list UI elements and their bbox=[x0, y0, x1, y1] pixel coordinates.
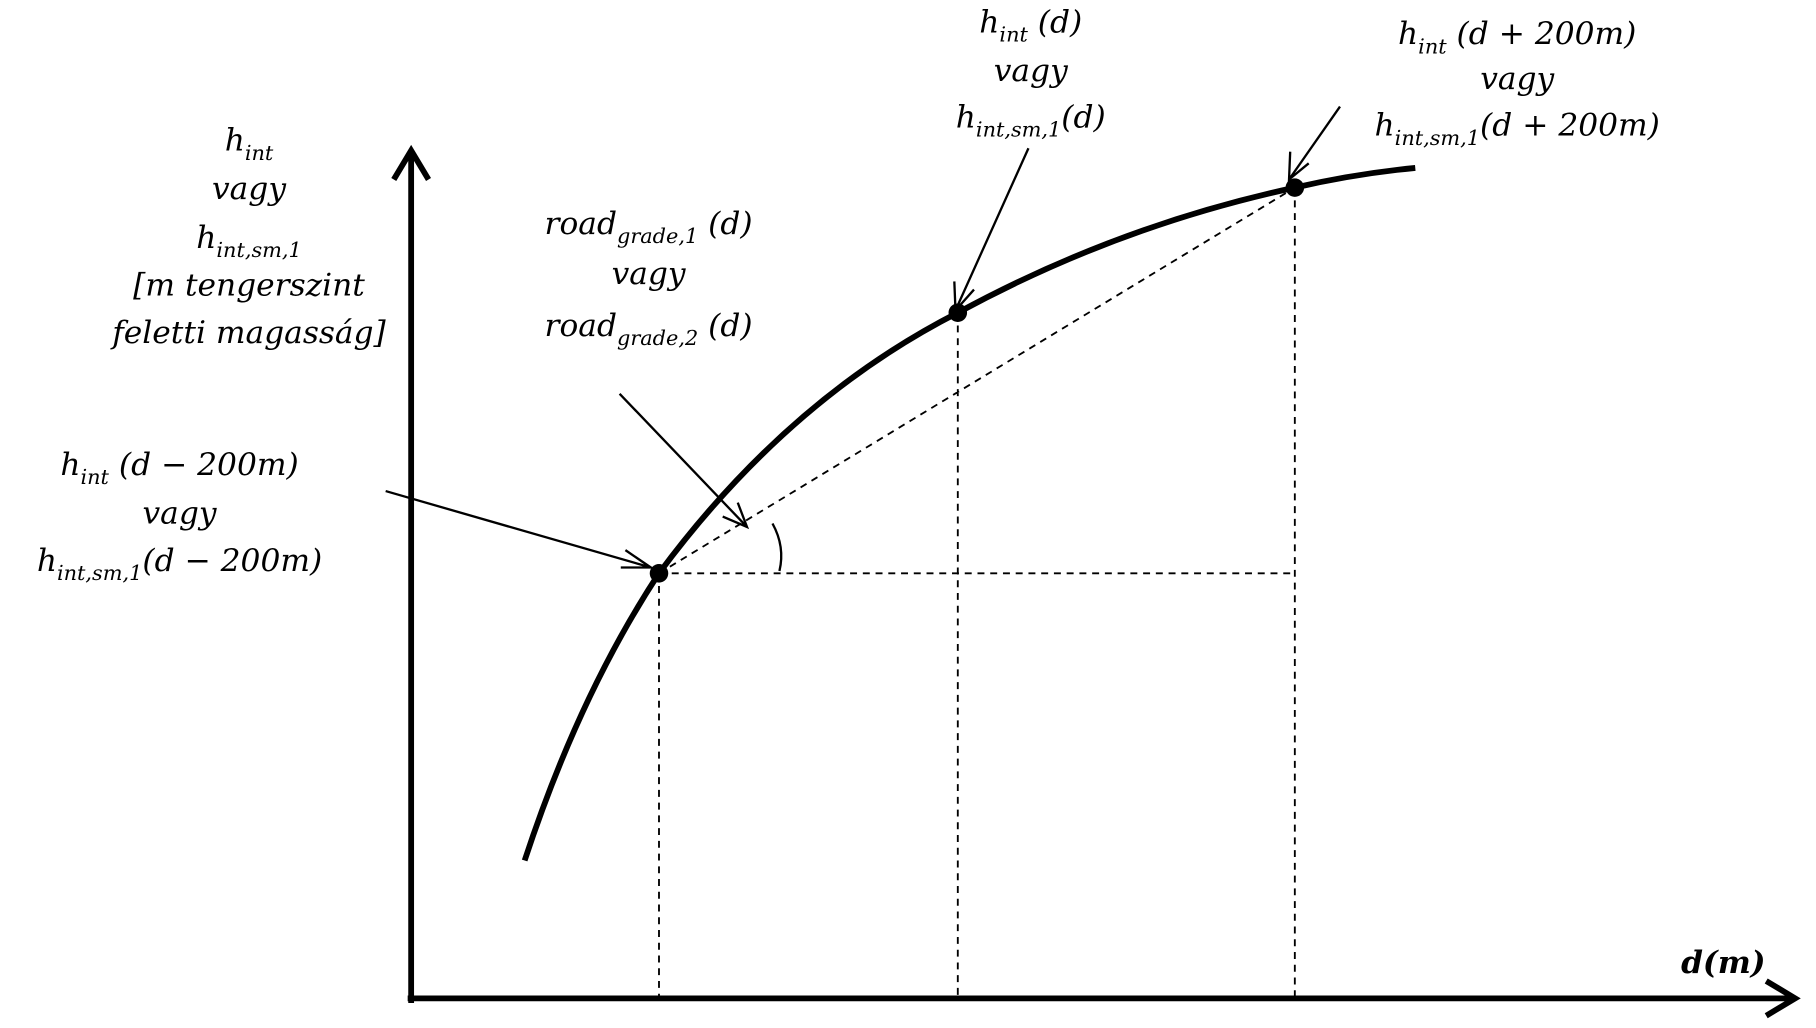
label-sub: int,sm,1 bbox=[976, 118, 1061, 142]
label-line: hint (d − 200m) bbox=[60, 447, 298, 489]
label-base: road bbox=[545, 206, 617, 242]
label-rest: (d + 200m) bbox=[1447, 16, 1637, 52]
label-line: vagy bbox=[1480, 61, 1554, 97]
points bbox=[649, 178, 1305, 583]
label-sub: int bbox=[1418, 34, 1447, 58]
label-rest: (d) bbox=[698, 206, 752, 242]
label-rest: (d) bbox=[698, 308, 752, 344]
angle-arc bbox=[771, 522, 783, 572]
label-sub: grade,2 bbox=[617, 326, 698, 350]
label-base: vagy bbox=[143, 495, 217, 531]
label-line: hint,sm,1(d + 200m) bbox=[1375, 108, 1660, 150]
label-rest: (d + 200m) bbox=[1480, 108, 1660, 144]
label-line: hint (d) bbox=[979, 4, 1082, 46]
label-base: h bbox=[225, 123, 245, 159]
label-base: vagy bbox=[1480, 61, 1554, 97]
label-line: roadgrade,2 (d) bbox=[545, 308, 753, 350]
label-line: roadgrade,1 (d) bbox=[545, 206, 753, 248]
label-line: feletti magasság] bbox=[110, 315, 386, 351]
label-sub: int,sm,1 bbox=[57, 561, 142, 585]
guide-lines bbox=[658, 186, 1296, 997]
label-line: vagy bbox=[612, 256, 686, 292]
label-base: vagy bbox=[994, 53, 1068, 89]
label-rest: (d) bbox=[1061, 99, 1105, 135]
label-base: road bbox=[545, 308, 617, 344]
label-sub: int bbox=[245, 141, 274, 165]
label-line: vagy bbox=[994, 53, 1068, 89]
y-axis bbox=[391, 144, 432, 1003]
label-sub: int,sm,1 bbox=[216, 238, 301, 262]
label-line: hint (d + 200m) bbox=[1398, 16, 1636, 58]
label-rest: (d) bbox=[1028, 4, 1082, 40]
arrows bbox=[385, 105, 1341, 569]
label-line: hint bbox=[225, 123, 274, 165]
label-sub: grade,1 bbox=[617, 224, 698, 248]
label-base: feletti magasság] bbox=[110, 315, 386, 351]
label-base: h bbox=[196, 220, 216, 256]
label-line: [m tengerszint bbox=[133, 267, 365, 303]
label-base: [m tengerszint bbox=[133, 267, 365, 303]
label-base: h bbox=[979, 4, 999, 40]
label-base: vagy bbox=[212, 171, 286, 207]
label-line: hint,sm,1(d − 200m) bbox=[37, 543, 322, 585]
label-rest: (d − 200m) bbox=[142, 543, 322, 579]
label-base: h bbox=[1375, 108, 1395, 144]
label-line: vagy bbox=[212, 171, 286, 207]
label-line: hint,sm,1(d) bbox=[956, 99, 1106, 141]
label-base: vagy bbox=[612, 256, 686, 292]
label-line: hint,sm,1 bbox=[196, 220, 302, 262]
label-rest: (d − 200m) bbox=[109, 447, 299, 483]
x-axis-label: d(m) bbox=[1681, 945, 1766, 981]
label-base: h bbox=[956, 99, 976, 135]
label-base: h bbox=[60, 447, 80, 483]
label-sub: int bbox=[999, 23, 1028, 47]
label-base: h bbox=[1398, 16, 1418, 52]
label-base: h bbox=[37, 543, 57, 579]
label-sub: int,sm,1 bbox=[1395, 126, 1480, 150]
label-line: vagy bbox=[143, 495, 217, 531]
label-sub: int bbox=[80, 465, 109, 489]
x-axis bbox=[407, 978, 1801, 1019]
